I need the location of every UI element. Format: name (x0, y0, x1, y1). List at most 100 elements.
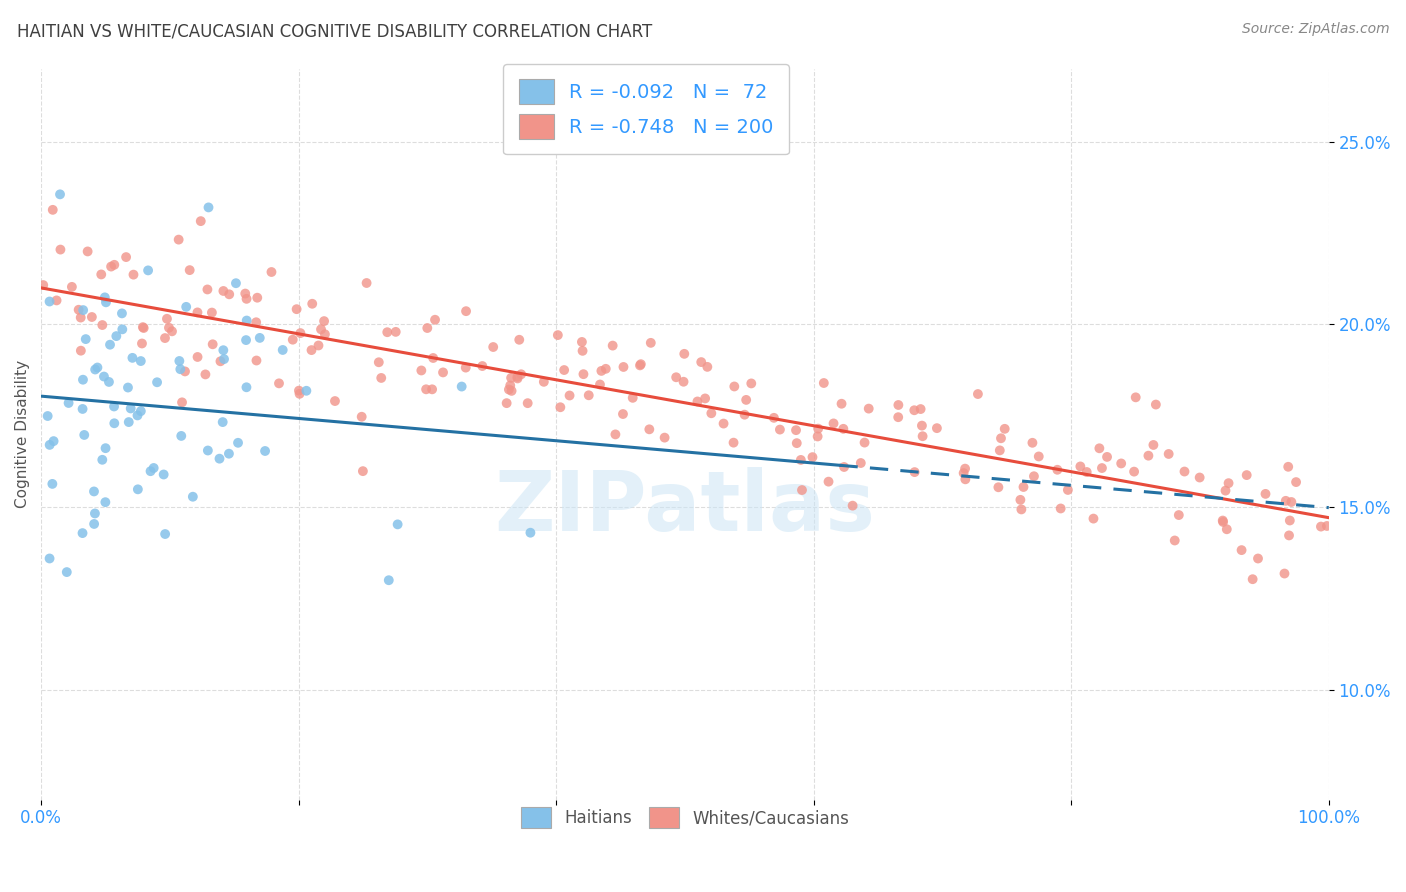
Point (167, 233, 190, 247)
Point (1142, 438, 1164, 452)
Point (38, 551, 60, 566)
Point (1091, 461, 1114, 475)
Point (602, 338, 624, 352)
Point (589, 377, 612, 392)
Point (218, 287, 240, 301)
Point (420, 382, 443, 396)
Point (415, 382, 437, 396)
Point (100, 260, 122, 274)
Point (1216, 522, 1239, 536)
Point (352, 464, 374, 478)
Point (218, 447, 240, 461)
Point (235, 292, 257, 306)
Point (553, 363, 575, 377)
Point (197, 443, 219, 458)
Point (209, 354, 232, 368)
Point (115, 250, 138, 264)
Point (690, 355, 713, 369)
Point (301, 297, 323, 311)
Point (356, 276, 378, 290)
Point (723, 435, 745, 450)
Point (450, 379, 472, 393)
Point (499, 378, 522, 392)
Point (1088, 442, 1111, 456)
Point (498, 383, 520, 397)
Point (260, 265, 283, 279)
Point (612, 359, 634, 374)
Point (308, 338, 330, 352)
Point (271, 343, 294, 357)
Point (91, 318, 114, 332)
Point (233, 286, 256, 301)
Point (1049, 501, 1071, 516)
Point (170, 395, 193, 409)
Point (571, 334, 593, 349)
Point (571, 343, 593, 358)
Point (157, 320, 180, 334)
Point (132, 320, 155, 334)
Point (45, 293, 67, 308)
Point (56, 565, 79, 579)
Point (955, 472, 977, 486)
Point (1279, 495, 1302, 509)
Point (32, 278, 55, 293)
Point (212, 352, 235, 367)
Point (181, 490, 204, 504)
Point (612, 407, 634, 421)
Point (301, 343, 323, 357)
Point (156, 311, 179, 326)
Point (208, 451, 231, 466)
Point (1247, 551, 1270, 566)
Point (152, 467, 174, 482)
Point (197, 201, 219, 215)
Point (423, 312, 446, 326)
Point (246, 291, 269, 305)
Point (49, 243, 72, 257)
Point (1278, 514, 1301, 528)
Point (621, 391, 644, 405)
Point (1144, 398, 1167, 412)
Point (235, 380, 257, 394)
Point (887, 410, 910, 425)
Point (201, 337, 224, 351)
Point (290, 326, 312, 340)
Point (132, 321, 155, 335)
Point (790, 453, 813, 467)
Point (129, 404, 152, 418)
Point (628, 359, 651, 373)
Point (370, 371, 392, 385)
Point (1277, 459, 1299, 474)
Point (91, 452, 114, 467)
Point (740, 376, 762, 391)
Point (111, 322, 134, 336)
Point (190, 214, 212, 228)
Point (105, 329, 128, 343)
Point (73, 428, 96, 442)
Point (387, 517, 409, 532)
Point (988, 443, 1011, 458)
Point (786, 436, 808, 450)
Point (482, 340, 505, 354)
Point (1125, 390, 1147, 404)
Point (1021, 435, 1043, 450)
Point (495, 396, 517, 410)
Point (630, 357, 652, 371)
Point (67, 302, 90, 317)
Point (595, 361, 617, 376)
Point (1028, 450, 1050, 464)
Point (1173, 465, 1195, 479)
Point (1188, 470, 1211, 484)
Point (235, 313, 257, 327)
Point (103, 258, 125, 272)
Point (153, 331, 176, 345)
Point (267, 376, 290, 391)
Point (925, 421, 948, 435)
Point (225, 276, 247, 290)
Point (1010, 502, 1032, 516)
Point (1057, 483, 1080, 497)
Point (121, 351, 143, 365)
Point (194, 368, 217, 382)
Point (42, 202, 65, 217)
Point (103, 400, 125, 414)
Point (550, 401, 572, 415)
